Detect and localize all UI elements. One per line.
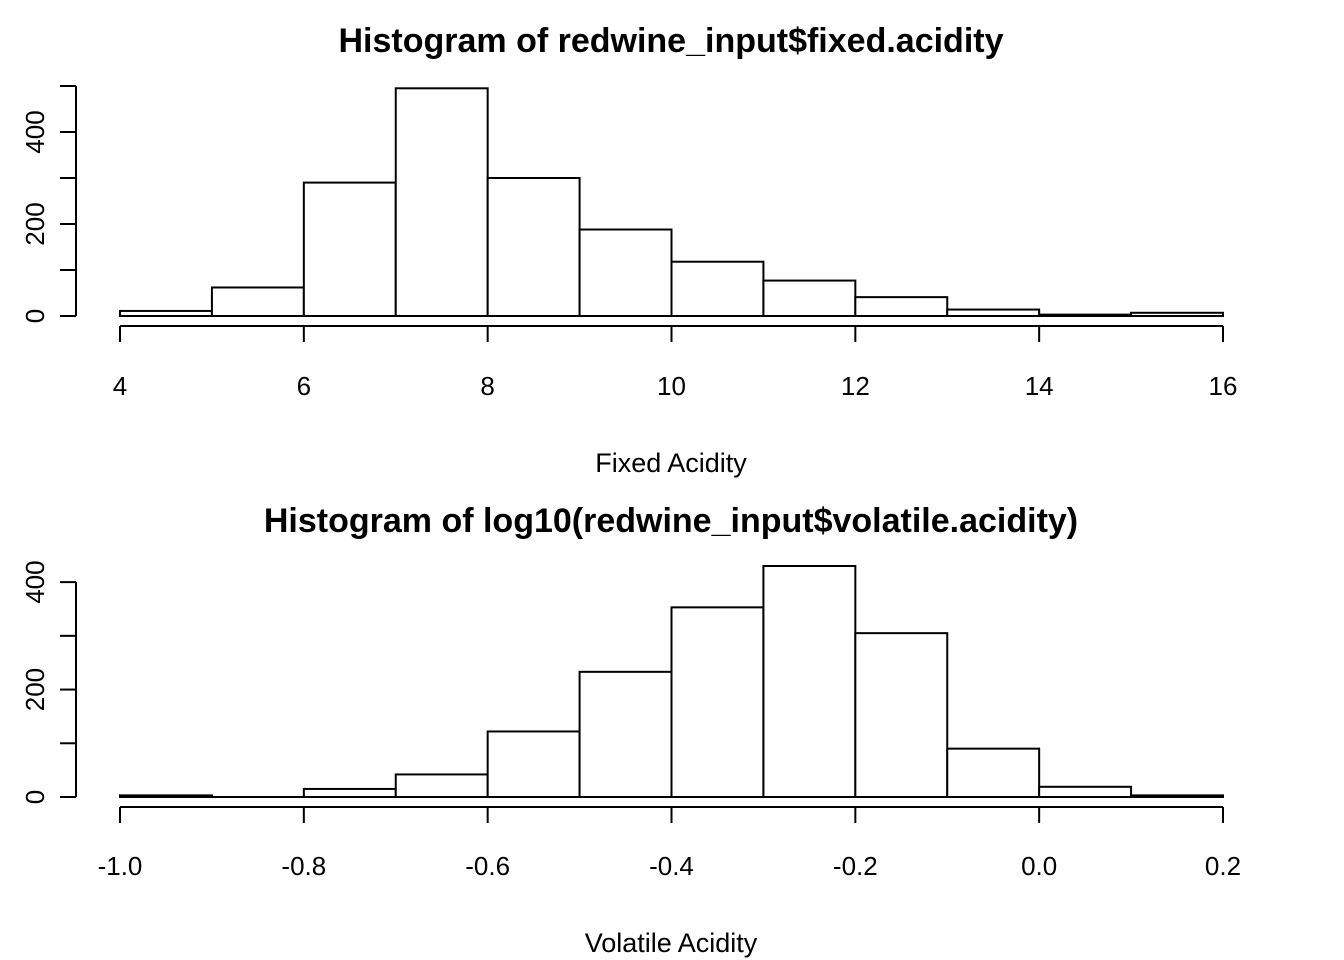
x-axis-label: Volatile Acidity (585, 928, 758, 958)
x-tick-label: -0.4 (649, 851, 694, 881)
fixed-acidity-histogram: Histogram of redwine_input$fixed.acidity… (20, 22, 1237, 478)
histogram-bar (394, 87, 489, 317)
histogram-bar (578, 670, 673, 799)
histogram-bar (302, 787, 397, 798)
x-tick-label: -1.0 (98, 851, 143, 881)
y-axis: 0 200 400 (20, 85, 77, 323)
chart-title: Histogram of redwine_input$fixed.acidity (338, 22, 1003, 60)
histogram-bar (946, 747, 1041, 799)
y-tick-label: 200 (20, 202, 50, 245)
x-tick-label: 6 (297, 371, 311, 401)
histogram-bar (762, 279, 857, 317)
histogram-bar (670, 606, 765, 798)
histogram-bar (854, 296, 949, 318)
y-tick-label: 400 (20, 560, 50, 603)
y-tick-label: 200 (20, 668, 50, 711)
histogram-bar (670, 260, 765, 317)
histogram-bar (210, 286, 305, 318)
histogram-bar (486, 730, 581, 798)
x-tick-label: 16 (1209, 371, 1238, 401)
x-tick-label: 8 (480, 371, 494, 401)
x-tick-label: 0.0 (1021, 851, 1057, 881)
histogram-bar (762, 565, 857, 798)
volatile-acidity-histogram: Histogram of log10(redwine_input$volatil… (20, 502, 1241, 958)
x-axis-label: Fixed Acidity (595, 448, 747, 478)
x-tick-label: -0.6 (465, 851, 510, 881)
bars (119, 87, 1225, 318)
histogram-bar (302, 181, 397, 317)
x-tick-label: 14 (1025, 371, 1054, 401)
histogram-bar (578, 228, 673, 318)
histogram-bar (486, 177, 581, 317)
chart-title: Histogram of log10(redwine_input$volatil… (264, 502, 1078, 540)
x-tick-label: -0.2 (833, 851, 878, 881)
histogram-bar (854, 632, 949, 799)
x-tick-label: 12 (841, 371, 870, 401)
y-tick-label: 0 (20, 790, 50, 804)
x-tick-label: 4 (113, 371, 127, 401)
x-tick-label: 10 (657, 371, 686, 401)
histogram-bar (394, 773, 489, 798)
y-tick-label: 400 (20, 110, 50, 153)
x-tick-label: 0.2 (1205, 851, 1241, 881)
bars (119, 565, 1225, 799)
x-axis: -1.0 -0.8 -0.6 -0.4 -0.2 0.0 0.2 (98, 806, 1241, 881)
x-axis: 4 6 8 10 12 14 16 (113, 325, 1238, 401)
y-tick-label: 0 (20, 309, 50, 323)
y-axis: 0 200 400 (20, 560, 77, 804)
histogram-bar (1038, 785, 1133, 799)
x-tick-label: -0.8 (281, 851, 326, 881)
